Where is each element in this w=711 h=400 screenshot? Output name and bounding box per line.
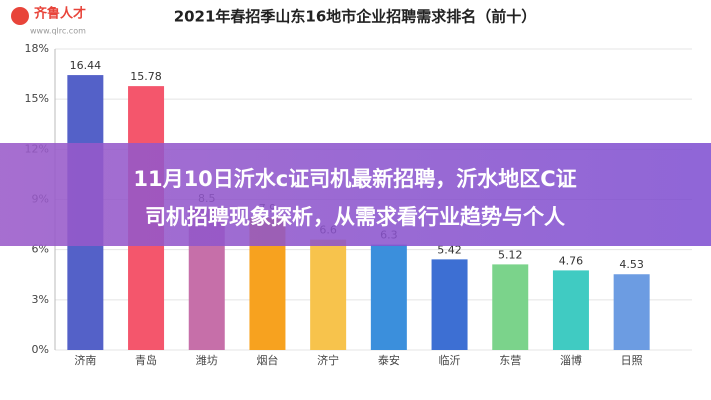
data-label: 16.44 [70, 59, 102, 72]
x-tick-label: 青岛 [135, 353, 157, 367]
y-tick-label: 0% [32, 343, 49, 356]
data-label: 5.42 [437, 243, 462, 256]
logo-icon [11, 7, 29, 25]
logo-name: 齐鲁人才 [34, 6, 86, 22]
data-label: 4.76 [559, 254, 584, 267]
x-tick-label: 潍坊 [196, 353, 218, 367]
banner-line: 11月10日沂水c证司机最新招聘，沂水地区C证 [133, 167, 576, 191]
bar [552, 270, 589, 350]
banner-background [0, 143, 711, 246]
bar [613, 274, 650, 350]
x-tick-label: 济南 [74, 353, 96, 367]
x-tick-label: 东营 [499, 353, 521, 367]
data-label: 15.78 [130, 70, 162, 83]
y-tick-label: 18% [25, 42, 49, 55]
data-label: 5.12 [498, 248, 523, 261]
logo-url: www.qlrc.com [30, 27, 86, 36]
x-tick-label: 济宁 [317, 353, 339, 367]
data-label: 4.53 [619, 258, 644, 271]
x-tick-label: 日照 [621, 354, 643, 367]
chart-title: 2021年春招季山东16地市企业招聘需求排名（前十） [174, 8, 537, 26]
bar [370, 244, 407, 350]
y-tick-label: 3% [32, 293, 49, 306]
x-tick-label: 淄博 [560, 354, 582, 367]
x-tick-label: 烟台 [256, 353, 278, 367]
bar [310, 239, 347, 350]
bar [431, 259, 468, 350]
bar [492, 264, 529, 350]
banner-line: 司机招聘现象探析，从需求看行业趋势与个人 [145, 205, 565, 229]
x-tick-label: 临沂 [439, 353, 461, 367]
x-tick-label: 泰安 [378, 353, 400, 367]
y-tick-label: 15% [25, 92, 49, 105]
